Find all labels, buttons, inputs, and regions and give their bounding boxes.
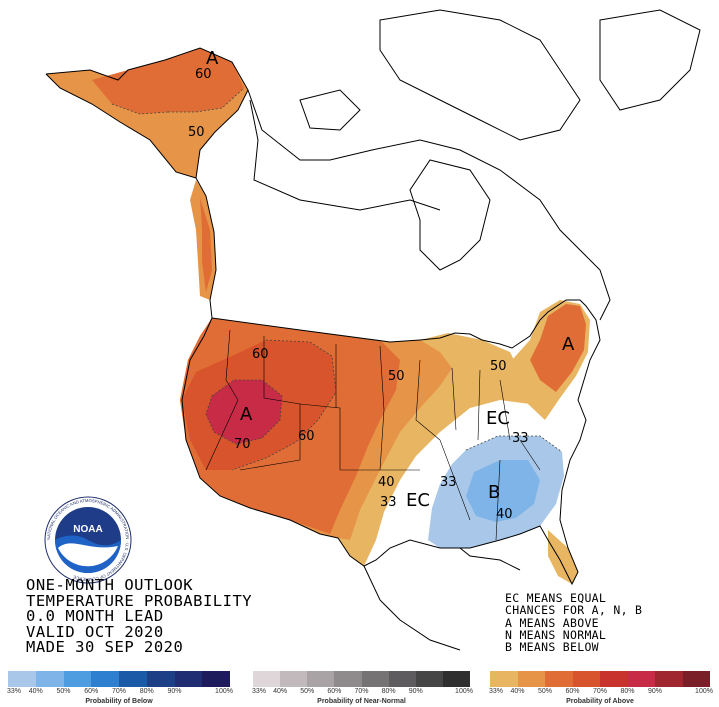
near-normal-colorbar-swatch: [361, 671, 389, 687]
probability-contours: [111, 87, 563, 471]
state-borders: [205, 329, 541, 541]
near-normal-colorbar-tick: 90%: [408, 688, 423, 695]
west-60b-label: 60: [298, 429, 315, 444]
below-colorbar-tick: 50%: [56, 688, 71, 695]
near-normal-colorbar-tick: 70%: [354, 688, 369, 695]
below-colorbar-tick: 33%: [6, 688, 22, 695]
legend-note-4: N MEANS NORMAL: [505, 627, 607, 642]
above-colorbar: [490, 671, 710, 687]
southeast-below-letter: B: [488, 482, 500, 503]
plains-50-label: 50: [388, 369, 405, 384]
title-line-2: TEMPERATURE PROBABILITY: [26, 591, 253, 610]
near-normal-colorbar-tick: 80%: [381, 688, 396, 695]
above-colorbar-swatch: [517, 671, 545, 687]
legend-note-2: CHANCES FOR A, N, B: [505, 603, 643, 618]
above-colorbar-tick: 33%: [488, 688, 504, 695]
coastline-outlines: [45, 9, 701, 651]
title-line-5: MADE 30 SEP 2020: [26, 638, 184, 657]
northeast-50-label: 50: [490, 359, 507, 374]
below-colorbar-swatch: [8, 671, 36, 687]
below-colorbar-swatch: [174, 671, 203, 687]
below-colorbar: [8, 671, 230, 687]
west-above-letter: A: [240, 404, 253, 425]
near-normal-colorbar-swatch: [388, 671, 416, 687]
title-line-3: 0.0 MONTH LEAD: [26, 607, 164, 626]
below-colorbar-swatch: [119, 671, 147, 687]
above-colorbar-tick: 70%: [592, 688, 608, 695]
southeast-33-label: 33: [512, 431, 529, 446]
near-normal-colorbar-swatch: [280, 671, 308, 687]
alaska-above-area: [46, 48, 248, 300]
above-colorbar-swatch: [600, 671, 628, 687]
near-normal-colorbar-tick: 60%: [327, 688, 342, 695]
above-colorbar-tick: 80%: [620, 688, 635, 695]
below-colorbar-tick: 100%: [215, 688, 233, 695]
legend-notes: EC MEANS EQUAL CHANCES FOR A, N, B A MEA…: [505, 591, 643, 655]
above-colorbar-swatch: [572, 671, 600, 687]
title-line-1: ONE-MONTH OUTLOOK: [26, 576, 194, 594]
northeast-above-letter: A: [562, 334, 575, 355]
near-normal-colorbar-swatch: [253, 671, 281, 687]
above-colorbar-swatch: [545, 671, 573, 687]
south-ec-label: EC: [406, 490, 430, 511]
legend-note-5: B MEANS BELOW: [505, 640, 599, 655]
near-normal-colorbar-ticks: 33% 40% 50% 60% 70% 80% 90% 100%: [251, 688, 473, 698]
near-normal-colorbar-tick: 50%: [300, 688, 315, 695]
above-colorbar-tick: 100%: [695, 688, 713, 695]
south-33a-label: 33: [380, 495, 397, 510]
above-colorbar-tick: 50%: [537, 688, 553, 695]
below-colorbar-label: Probability of Below: [85, 698, 153, 705]
near-normal-colorbar-label: Probability of Near-Normal: [317, 698, 406, 705]
conus-above-area: [180, 300, 590, 584]
legend-note-1: EC MEANS EQUAL: [505, 591, 607, 605]
above-colorbar-tick: 60%: [565, 688, 580, 695]
west-70-label: 70: [234, 437, 251, 452]
near-normal-colorbar-swatch: [307, 671, 335, 687]
title-line-4: VALID OCT 2020: [26, 622, 164, 641]
legend-note-3: A MEANS ABOVE: [505, 615, 599, 630]
above-colorbar-swatch: [655, 671, 683, 687]
below-colorbar-tick: 70%: [111, 688, 127, 695]
below-colorbar-tick: 90%: [167, 688, 182, 695]
south-40-label: 40: [378, 475, 395, 490]
south-33b-label: 33: [440, 475, 457, 490]
alaska-60-label: 60: [195, 67, 212, 82]
above-colorbar-swatch: [490, 671, 518, 687]
noaa-logo: NOAA NATIONAL OCEANIC AND ATMOSPHERIC AD…: [44, 496, 132, 584]
above-colorbar-swatch: [627, 671, 655, 687]
above-colorbar-label: Probability of Above: [566, 698, 634, 705]
near-normal-colorbar-swatch: [415, 671, 443, 687]
west-60-label: 60: [252, 347, 269, 362]
noaa-logo-text: NOAA: [73, 524, 102, 535]
below-colorbar-tick: 80%: [139, 688, 154, 695]
east-ec-label: EC: [486, 408, 510, 429]
above-colorbar-swatch: [682, 671, 710, 687]
below-colorbar-swatch: [146, 671, 175, 687]
alaska-above-letter: A: [206, 48, 219, 69]
below-colorbar-ticks: 33% 40% 50% 60% 70% 80% 90% 100%: [6, 688, 233, 698]
near-normal-colorbar-swatch: [334, 671, 362, 687]
southeast-40-label: 40: [496, 507, 513, 522]
near-normal-colorbar-swatch: [442, 671, 470, 687]
near-normal-colorbar: [253, 671, 470, 687]
southeast-below-area: [428, 436, 564, 548]
below-colorbar-swatch: [63, 671, 92, 687]
outlook-title-block: ONE-MONTH OUTLOOK TEMPERATURE PROBABILIT…: [26, 576, 253, 657]
alaska-50-label: 50: [188, 125, 205, 140]
near-normal-colorbar-tick: 33%: [251, 688, 267, 695]
above-colorbar-tick: 40%: [510, 688, 525, 695]
below-colorbar-tick: 40%: [28, 688, 43, 695]
below-colorbar-swatch: [35, 671, 64, 687]
below-colorbar-swatch: [91, 671, 119, 687]
above-colorbar-ticks: 33% 40% 50% 60% 70% 80% 90% 100%: [488, 688, 713, 698]
above-colorbar-tick: 90%: [647, 688, 663, 695]
below-colorbar-swatch: [202, 671, 230, 687]
near-normal-colorbar-tick: 100%: [455, 688, 473, 695]
below-colorbar-tick: 60%: [84, 688, 99, 695]
near-normal-colorbar-tick: 40%: [273, 688, 288, 695]
